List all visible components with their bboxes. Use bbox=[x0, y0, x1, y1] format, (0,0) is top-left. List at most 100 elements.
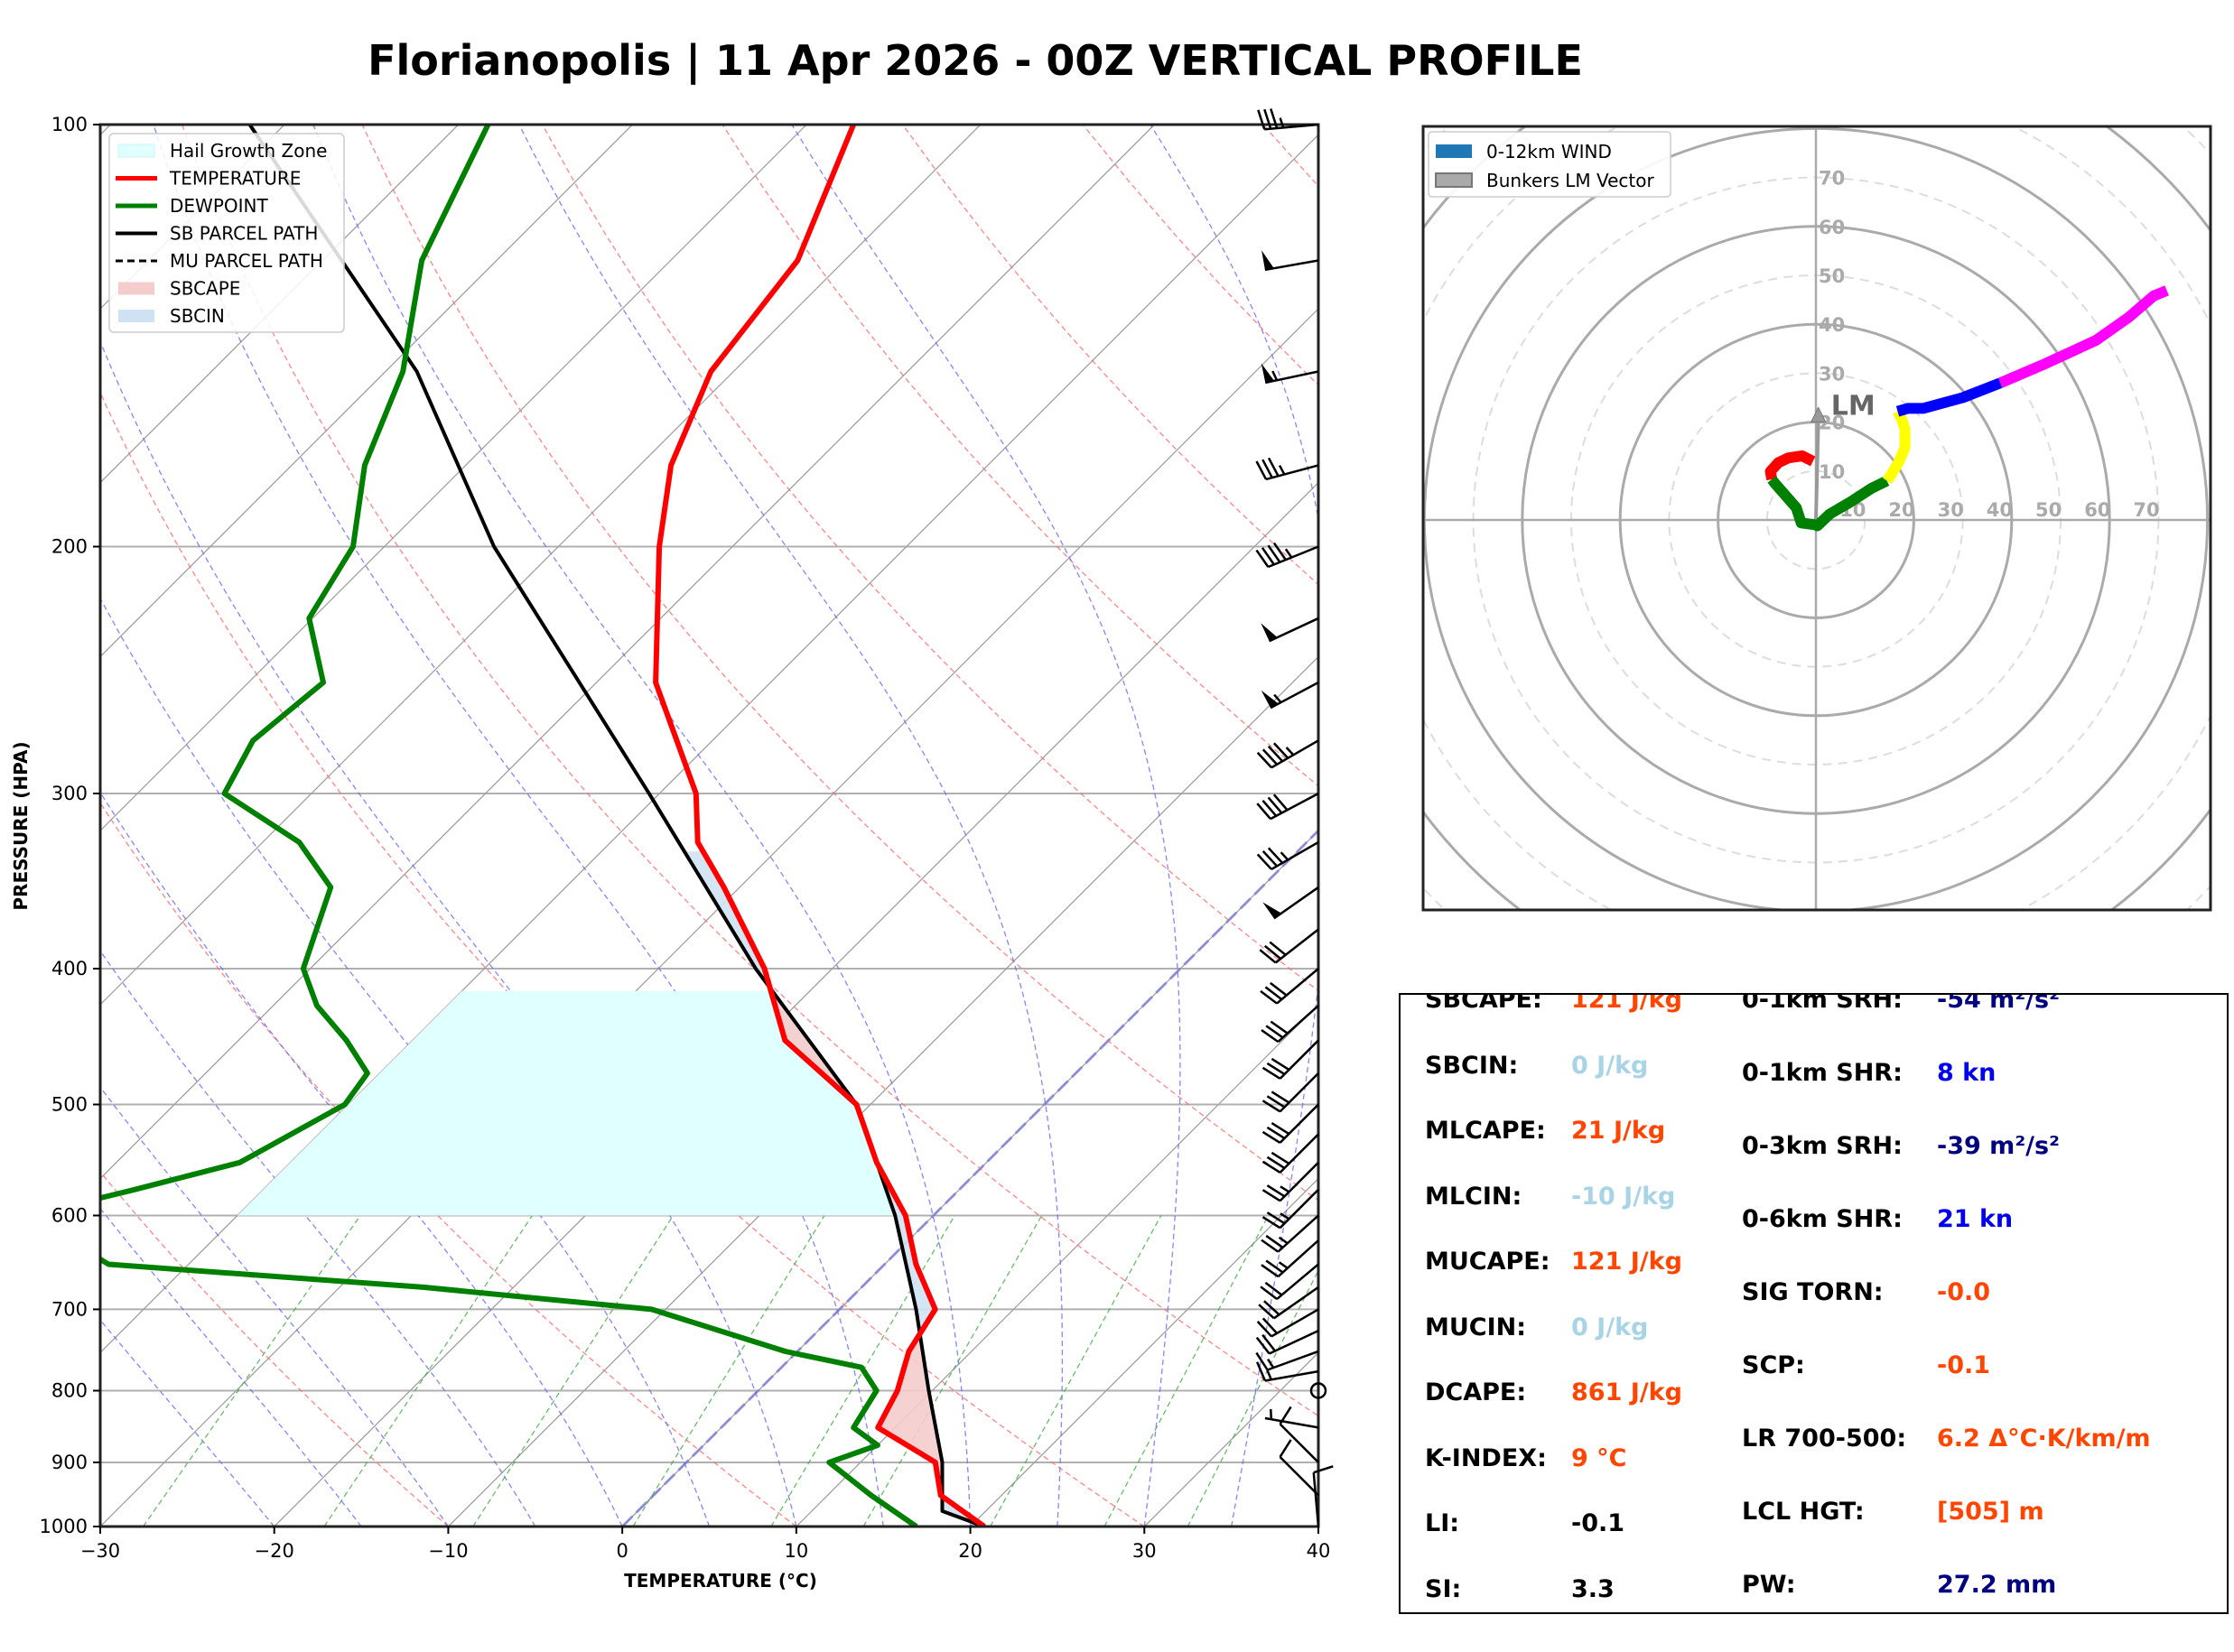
barb-half bbox=[1271, 370, 1279, 381]
mixing-ratio-line bbox=[990, 1215, 1162, 1527]
y-tick-label: 200 bbox=[51, 535, 88, 557]
hodo-ring bbox=[1423, 126, 2211, 910]
stat-label: MLCIN: bbox=[1425, 1182, 1522, 1211]
stat-value: -0.1 bbox=[1571, 1509, 1625, 1537]
isotherm-line bbox=[796, 1003, 1318, 1527]
barb-half bbox=[1284, 548, 1293, 559]
hodo-ring bbox=[1717, 421, 1915, 619]
barb-full bbox=[1266, 1062, 1286, 1075]
barb-full bbox=[1261, 1239, 1280, 1253]
wind-barb bbox=[1261, 1004, 1319, 1044]
hodo-ring-label-y: 20 bbox=[1819, 413, 1845, 434]
barb-full bbox=[1270, 108, 1279, 129]
hodo-ring bbox=[1521, 225, 2111, 815]
wind-barb bbox=[1255, 1329, 1319, 1355]
barb-full bbox=[1260, 989, 1278, 1005]
barb-full bbox=[1261, 1100, 1281, 1113]
wind-barb bbox=[1260, 1263, 1319, 1301]
wind-barb bbox=[1256, 1361, 1319, 1382]
y-tick-label: 400 bbox=[51, 958, 88, 979]
x-tick-label: −10 bbox=[428, 1540, 468, 1562]
hodo-ring bbox=[1423, 126, 2211, 910]
legend-entry-label: Hail Growth Zone bbox=[170, 140, 327, 162]
barb-full bbox=[1279, 1439, 1292, 1458]
barb-full bbox=[1272, 794, 1289, 812]
barb-full bbox=[1265, 1025, 1284, 1039]
wind-barb bbox=[1261, 1214, 1319, 1253]
barb-staff bbox=[1271, 1308, 1319, 1338]
isotherm-line bbox=[970, 1177, 1318, 1527]
hodo-ring-label-y: 70 bbox=[1819, 168, 1845, 190]
barb-full bbox=[1313, 1465, 1334, 1474]
barb-staff bbox=[1273, 1285, 1319, 1320]
hodo-legend-swatch bbox=[1436, 144, 1472, 158]
wind-barb bbox=[1261, 1239, 1319, 1278]
stat-value: 3.3 bbox=[1571, 1574, 1615, 1603]
barb-staff bbox=[1271, 739, 1319, 769]
mixing-ratio-line bbox=[143, 1215, 361, 1527]
stat-label: SBCIN: bbox=[1425, 1051, 1519, 1080]
barb-full bbox=[1271, 1121, 1290, 1136]
x-tick-label: 10 bbox=[784, 1540, 808, 1562]
barb-half bbox=[1267, 1358, 1275, 1369]
stat-label: LR 700-500: bbox=[1742, 1425, 1907, 1452]
barb-full bbox=[1269, 941, 1287, 956]
barb-staff bbox=[1269, 1329, 1319, 1355]
barb-full bbox=[1261, 1317, 1279, 1334]
barb-half bbox=[1278, 1236, 1289, 1245]
y-tick-label: 300 bbox=[51, 783, 88, 804]
stat-value: 121 J/kg bbox=[1571, 993, 1682, 1014]
wind-barb bbox=[1264, 1408, 1319, 1429]
legend-entry-label: SB PARCEL PATH bbox=[170, 223, 318, 245]
stat-value: -0.1 bbox=[1937, 1351, 1991, 1379]
barb-staff bbox=[1270, 792, 1319, 821]
barb-staff bbox=[1279, 1423, 1319, 1463]
hodo-ring bbox=[1570, 274, 2062, 766]
barb-full bbox=[1261, 1066, 1281, 1080]
legend-entry-label: DEWPOINT bbox=[170, 195, 268, 217]
barb-full bbox=[1261, 1189, 1281, 1202]
wind-barb bbox=[1261, 1103, 1319, 1144]
hodo-ring-label-x: 30 bbox=[1938, 499, 1964, 521]
moist-adiabat bbox=[100, 1086, 449, 1527]
barb-flag bbox=[1261, 623, 1278, 642]
barb-full bbox=[1272, 742, 1289, 759]
barb-staff bbox=[1277, 1004, 1319, 1043]
wind-barb bbox=[1261, 681, 1319, 710]
legend-entry-label: SBCIN bbox=[170, 305, 225, 327]
y-tick-label: 700 bbox=[51, 1298, 88, 1320]
barb-full bbox=[1256, 1361, 1267, 1381]
barb-full bbox=[1258, 1304, 1275, 1320]
hodo-ring-label-x: 60 bbox=[2084, 499, 2110, 521]
moist-adiabat bbox=[791, 125, 1181, 1527]
barb-staff bbox=[1273, 886, 1319, 920]
barb-staff bbox=[1279, 1188, 1319, 1230]
barb-full bbox=[1267, 544, 1281, 563]
y-tick-label: 900 bbox=[51, 1452, 88, 1473]
barb-full bbox=[1264, 1281, 1283, 1296]
x-tick-label: 40 bbox=[1307, 1540, 1331, 1562]
legend-swatch bbox=[118, 282, 154, 295]
stat-value: -10 J/kg bbox=[1571, 1182, 1676, 1211]
wind-barb bbox=[1279, 1406, 1319, 1463]
barb-staff bbox=[1279, 1103, 1319, 1144]
barb-staff bbox=[1279, 1456, 1319, 1497]
hodo-segment-0-1km bbox=[1764, 450, 1816, 481]
hail-growth-zone bbox=[237, 990, 906, 1216]
mixing-ratio-line bbox=[632, 1215, 825, 1527]
barb-full bbox=[1267, 796, 1283, 814]
stat-label: 0-3km SRH: bbox=[1742, 1132, 1903, 1160]
isotherm-line bbox=[100, 125, 460, 484]
chart-title: Florianopolis | 11 Apr 2026 - 00Z VERTIC… bbox=[368, 36, 1583, 85]
barb-full bbox=[1265, 1234, 1284, 1248]
barb-full bbox=[1261, 1029, 1280, 1044]
legend-entry-label: SBCAPE bbox=[170, 278, 240, 300]
isotherm-line bbox=[100, 308, 1318, 1527]
mixing-ratio-line bbox=[323, 1215, 533, 1527]
dry-adiabat bbox=[181, 125, 1318, 1417]
hodograph-legend: 0-12km WIND Bunkers LM Vector bbox=[1428, 131, 1671, 198]
stat-value: 9 °C bbox=[1571, 1443, 1627, 1472]
plot-frame bbox=[98, 123, 1320, 1528]
isotherm-line bbox=[100, 125, 982, 1006]
mixing-ratio-line bbox=[472, 1215, 675, 1527]
